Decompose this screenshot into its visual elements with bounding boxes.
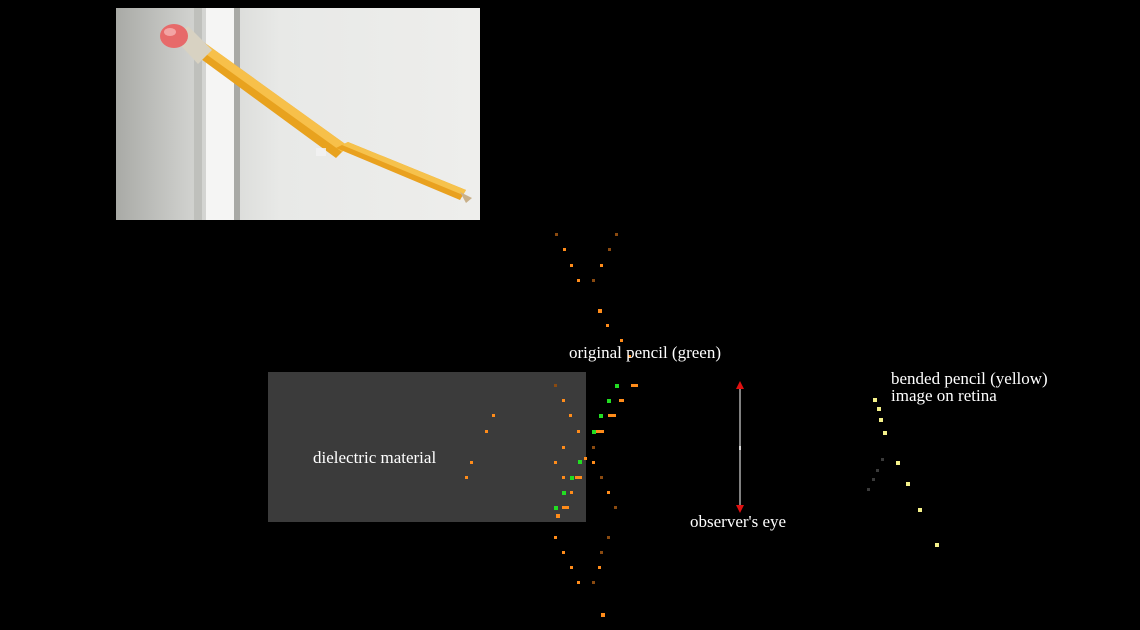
eye-arrow-top-icon [736,381,744,389]
bended-pencil-label: bended pencil (yellow) [891,369,1048,388]
original-pencil-label: original pencil (green) [569,343,721,362]
retina-image-points [867,398,939,547]
pencil-photo-drawing [160,8,472,220]
dielectric-material-label: dielectric material [313,448,437,467]
original-pencil-points [554,384,619,510]
eye-arrow-bottom-icon [736,505,744,513]
observer-eye-label: observer's eye [690,512,787,531]
dielectric-material-region [268,372,586,522]
retina-image-label: image on retina [891,386,997,405]
bent-pencil-photo [116,8,480,220]
ray-dots [465,233,638,617]
observer-eye-axis [736,381,744,513]
